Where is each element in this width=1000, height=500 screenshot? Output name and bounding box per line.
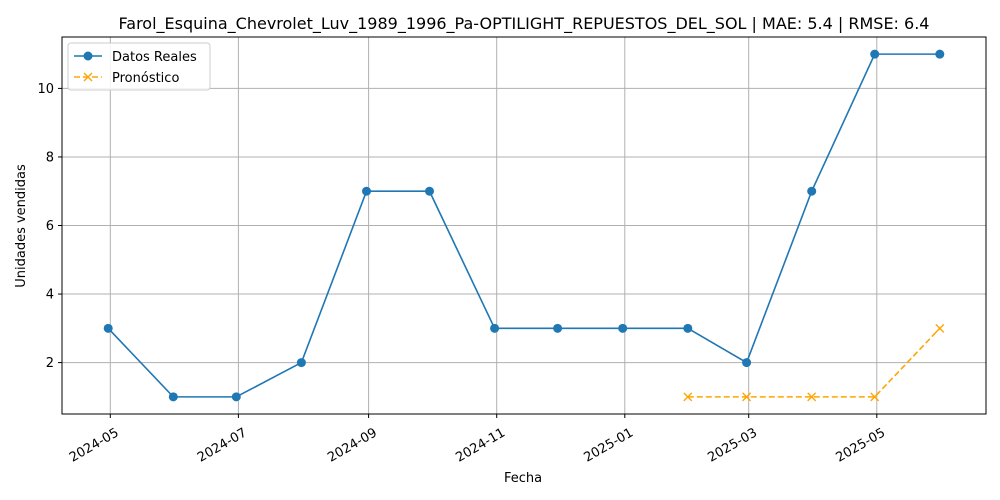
y-tick-label: 8	[46, 150, 54, 165]
y-tick-label: 4	[46, 288, 54, 303]
series-layer	[103, 49, 945, 402]
forecast-marker-stroke	[742, 392, 752, 402]
legend-marker-actual	[83, 51, 93, 61]
legend-label-forecast: Pronóstico	[112, 71, 179, 86]
actual-data-point	[807, 186, 817, 196]
actual-data-point	[618, 323, 628, 333]
x-tick-label: 2024-09	[325, 425, 380, 465]
forecast-data-point	[807, 392, 817, 402]
legend-label-actual: Datos Reales	[112, 50, 197, 65]
x-tick-label: 2024-05	[67, 425, 122, 465]
actual-data-point	[103, 323, 113, 333]
forecast-data-point	[683, 392, 693, 402]
actual-data-point	[296, 358, 306, 368]
forecast-data-point	[742, 392, 752, 402]
y-tick-label: 10	[37, 82, 54, 97]
chart-title: Farol_Esquina_Chevrolet_Luv_1989_1996_Pa…	[119, 14, 930, 34]
forecast-data-point	[870, 392, 880, 402]
forecast-marker-stroke	[935, 323, 945, 333]
actual-data-point	[490, 323, 500, 333]
actual-data-point	[742, 358, 752, 368]
x-axis-label: Fecha	[504, 471, 542, 486]
x-tick-label: 2025-05	[833, 425, 888, 465]
actual-data-point	[935, 49, 945, 59]
legend: Datos Reales Pronóstico	[67, 42, 211, 91]
x-tick-label: 2025-01	[581, 425, 636, 465]
forecast-series-line	[687, 327, 941, 398]
x-tick-label: 2025-03	[705, 425, 760, 465]
y-axis-label: Unidades vendidas	[14, 164, 29, 288]
legend-box	[67, 42, 211, 91]
grid	[62, 37, 986, 414]
forecast-marker-stroke	[683, 392, 693, 402]
forecast-data-point	[935, 323, 945, 333]
actual-data-point	[553, 323, 563, 333]
forecast-marker-stroke	[807, 392, 817, 402]
x-tick-label: 2024-11	[453, 425, 508, 465]
actual-data-point	[231, 392, 241, 402]
x-tick-label: 2024-07	[195, 425, 250, 465]
legend-marker-forecast	[83, 72, 93, 82]
actual-data-point	[683, 323, 693, 333]
y-tick-label: 2	[46, 356, 54, 371]
axis-ticks: 2024-05 2024-07 2024-09 2024-11 2025-01 2025-…	[37, 82, 888, 466]
y-tick-label: 6	[46, 219, 54, 234]
actual-data-point	[362, 186, 371, 196]
actual-series-line	[107, 53, 940, 398]
actual-data-point	[870, 49, 880, 59]
legend-marker-stroke	[83, 72, 93, 82]
forecast-marker-stroke	[870, 392, 880, 402]
actual-data-point	[168, 392, 178, 402]
actual-data-point	[425, 186, 434, 196]
